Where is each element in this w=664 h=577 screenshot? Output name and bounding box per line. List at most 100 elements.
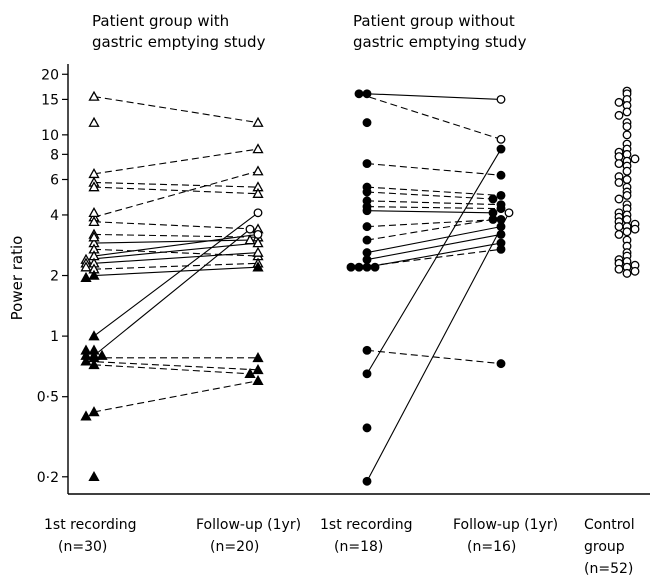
group2-first-point (362, 159, 372, 169)
group1-first-point-unpaired (88, 344, 100, 355)
control-point (614, 159, 624, 169)
control-point (630, 266, 640, 276)
group1-followup-point (252, 351, 264, 363)
group1-pair-line-15 (93, 212, 259, 337)
group1-first-point (80, 355, 92, 366)
group2-first-point (362, 476, 372, 486)
group1-pair-line-10 (93, 233, 259, 257)
group1-followup-point (252, 116, 264, 127)
group1-first-point-unpaired (80, 410, 92, 421)
group1-pair-line-1 (93, 96, 259, 124)
y-tick-label: 4 (50, 208, 59, 224)
group1-first-point-unpaired (96, 349, 108, 360)
group1-first-point (88, 90, 100, 101)
group2-pair-line-7 (366, 206, 502, 210)
category-label-g2_first-line-2: (n=18) (334, 539, 383, 555)
group2-followup-point (496, 204, 506, 214)
group2-pair-line-5 (366, 191, 494, 200)
group1-followup-point (253, 208, 263, 218)
group1-followup-point (252, 143, 264, 154)
group2-first-point-unpaired (362, 423, 372, 433)
group1-followup-point (245, 224, 255, 234)
control-point (614, 229, 624, 239)
group1-pair-line-4 (93, 186, 259, 195)
group1-pair-line-2 (93, 148, 259, 175)
control-point (622, 166, 632, 176)
group1-followup-point (253, 229, 263, 239)
group2-pair-line-11 (366, 226, 502, 254)
control-point (622, 227, 632, 237)
control-point (622, 214, 632, 224)
group1-pair-line-20 (93, 380, 259, 413)
group2-followup-point (496, 134, 506, 144)
category-label-control-line-3: (n=52) (584, 561, 633, 577)
group2-followup-point (488, 194, 498, 204)
group1-pair-line-19 (93, 364, 251, 375)
group2-pair-line-8 (366, 210, 494, 214)
group2-followup-point (496, 214, 506, 224)
panel-titles: Patient group with gastric emptying study… (92, 12, 527, 51)
group1-followup-point (252, 187, 264, 198)
control-point (622, 122, 632, 131)
pair-lines (85, 93, 510, 482)
group2-first-point (362, 89, 372, 99)
group2-first-point-unpaired (362, 118, 372, 128)
control-point (614, 110, 624, 120)
group1-first-point (88, 406, 100, 417)
group1-pair-line-3 (93, 181, 259, 188)
group2-pair-line-12 (366, 233, 502, 261)
y-tick-label: 0·5 (37, 390, 59, 406)
group2-first-point (362, 369, 372, 379)
category-label-control-line-1: Control (584, 517, 635, 533)
group1-pair-line-16 (93, 228, 251, 357)
group2-pair-line-16 (366, 148, 502, 375)
panel-title-1-line-1: Patient group with (92, 12, 229, 30)
category-label-g2_follow-line-2: (n=16) (467, 539, 516, 555)
group2-first-point-unpaired (346, 262, 356, 272)
group1-followup-point (252, 165, 264, 176)
group2-first-point (354, 262, 364, 272)
group2-followup-point (496, 244, 506, 254)
group1-pair-line-6 (93, 221, 259, 230)
group2-followup-point (496, 359, 506, 369)
group2-pair-line-9 (366, 218, 502, 228)
group1-followup-point (244, 367, 256, 379)
group2-first-point (362, 206, 372, 216)
group1-first-point-unpaired (88, 116, 100, 127)
data-points (80, 86, 640, 486)
group2-followup-point (488, 214, 498, 224)
control-point (614, 97, 624, 107)
group2-pair-line-6 (366, 200, 502, 206)
y-tick-label: 6 (50, 173, 59, 189)
group2-first-point (362, 262, 372, 272)
control-point (622, 190, 632, 200)
group1-pair-line-7 (93, 233, 259, 238)
group2-first-point (354, 89, 364, 99)
category-label-control-line-2: group (584, 539, 625, 555)
group1-followup-point (252, 261, 264, 272)
category-label-g1_first-line-2: (n=30) (58, 539, 107, 555)
group2-pair-line-4 (366, 186, 502, 196)
group1-first-point (88, 181, 100, 192)
group1-first-point (88, 215, 100, 227)
group1-followup-point (252, 363, 264, 375)
group1-first-point-unpaired (88, 231, 100, 242)
category-label-g1_first-line-1: 1st recording (44, 517, 137, 533)
group2-followup-point (496, 190, 506, 200)
panel-title-1-line-2: gastric emptying study (92, 33, 266, 51)
group2-first-point (362, 235, 372, 245)
group1-first-point (88, 358, 100, 370)
control-point (622, 175, 632, 184)
control-point (630, 224, 640, 234)
control-point (622, 130, 632, 140)
group2-pair-line-2 (358, 93, 502, 140)
group1-pair-line-8 (93, 239, 251, 244)
group1-first-point (88, 330, 100, 341)
group2-pair-line-13 (366, 242, 502, 268)
group1-first-point-unpaired (88, 470, 100, 482)
control-point (622, 268, 632, 278)
group2-pair-line-10 (366, 218, 494, 241)
y-tick-label: 1 (50, 329, 59, 345)
group2-first-point (362, 187, 372, 197)
